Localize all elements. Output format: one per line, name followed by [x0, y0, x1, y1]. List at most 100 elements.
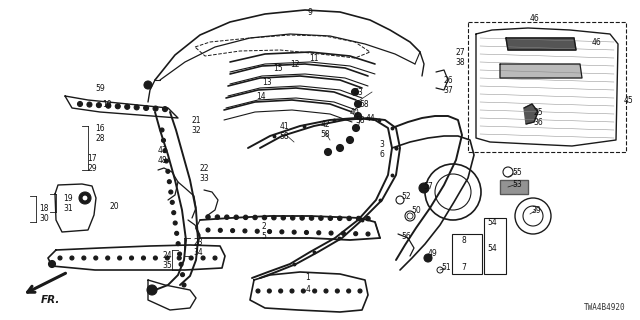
Text: 44: 44: [365, 114, 375, 123]
Text: 33: 33: [199, 173, 209, 182]
Circle shape: [253, 215, 257, 220]
Circle shape: [424, 254, 432, 262]
Text: 15: 15: [273, 63, 283, 73]
Circle shape: [351, 89, 358, 95]
Circle shape: [147, 285, 157, 295]
Circle shape: [366, 216, 370, 221]
Circle shape: [347, 289, 351, 293]
Circle shape: [225, 215, 229, 220]
Text: 58: 58: [279, 132, 289, 140]
Circle shape: [58, 256, 62, 260]
Circle shape: [337, 216, 342, 220]
Text: 28: 28: [95, 133, 105, 142]
Text: 5: 5: [262, 231, 266, 241]
Text: 39: 39: [531, 205, 541, 214]
Text: 43: 43: [353, 87, 363, 97]
Text: 10: 10: [102, 100, 112, 108]
Circle shape: [179, 262, 183, 266]
Text: 56: 56: [401, 231, 411, 241]
Text: 29: 29: [87, 164, 97, 172]
Circle shape: [256, 289, 260, 293]
Circle shape: [346, 137, 353, 143]
Circle shape: [335, 289, 339, 293]
Text: 12: 12: [291, 60, 300, 68]
Circle shape: [165, 256, 170, 260]
Text: 27: 27: [455, 47, 465, 57]
Circle shape: [255, 229, 259, 233]
Text: 4: 4: [305, 285, 310, 294]
Circle shape: [106, 103, 111, 108]
Circle shape: [166, 169, 170, 173]
Circle shape: [173, 221, 177, 225]
Circle shape: [201, 256, 205, 260]
Polygon shape: [524, 104, 538, 124]
Circle shape: [170, 200, 174, 204]
Text: 51: 51: [441, 263, 451, 273]
Text: 34: 34: [193, 247, 203, 257]
Circle shape: [305, 230, 308, 235]
Circle shape: [164, 159, 168, 163]
Circle shape: [79, 192, 91, 204]
Circle shape: [94, 256, 98, 260]
Text: 52: 52: [401, 191, 411, 201]
Text: 57: 57: [423, 181, 433, 190]
Text: 7: 7: [461, 263, 467, 273]
Circle shape: [337, 145, 344, 151]
Circle shape: [125, 104, 130, 109]
Text: 36: 36: [533, 117, 543, 126]
Circle shape: [262, 215, 267, 220]
Circle shape: [243, 215, 248, 220]
Bar: [468, 22, 626, 152]
Circle shape: [354, 232, 358, 236]
Circle shape: [154, 256, 157, 260]
Text: 41: 41: [279, 122, 289, 131]
Circle shape: [268, 229, 271, 234]
Circle shape: [324, 289, 328, 293]
Text: 48: 48: [157, 156, 167, 164]
Circle shape: [118, 256, 122, 260]
Circle shape: [70, 256, 74, 260]
Circle shape: [268, 289, 271, 293]
Circle shape: [163, 149, 167, 153]
Text: 9: 9: [308, 7, 312, 17]
Text: 49: 49: [427, 250, 437, 259]
Text: 54: 54: [487, 218, 497, 227]
Text: 42: 42: [320, 119, 330, 129]
Text: 37: 37: [443, 85, 453, 94]
Text: 22: 22: [199, 164, 209, 172]
Text: 2: 2: [262, 221, 266, 230]
Text: TWA4B4920: TWA4B4920: [584, 303, 625, 312]
Circle shape: [290, 289, 294, 293]
Circle shape: [189, 256, 193, 260]
Circle shape: [161, 138, 166, 142]
Circle shape: [160, 128, 164, 132]
Circle shape: [163, 107, 168, 112]
Circle shape: [175, 231, 179, 235]
Circle shape: [97, 103, 101, 108]
Text: 8: 8: [461, 236, 467, 244]
Text: 46: 46: [530, 13, 540, 22]
Text: 19: 19: [63, 194, 73, 203]
Circle shape: [218, 228, 222, 232]
Text: 40: 40: [349, 108, 359, 116]
Circle shape: [180, 273, 184, 277]
Circle shape: [358, 289, 362, 293]
Polygon shape: [506, 38, 576, 50]
Text: FR.: FR.: [40, 295, 60, 305]
Text: 53: 53: [512, 180, 522, 188]
Circle shape: [281, 216, 285, 220]
Circle shape: [419, 183, 429, 193]
Circle shape: [206, 215, 210, 219]
Text: 25: 25: [533, 108, 543, 116]
Text: 58: 58: [320, 130, 330, 139]
Circle shape: [319, 216, 323, 220]
Circle shape: [129, 256, 134, 260]
Text: 14: 14: [256, 92, 266, 100]
Circle shape: [243, 229, 247, 233]
Circle shape: [82, 256, 86, 260]
Circle shape: [355, 100, 362, 108]
Circle shape: [324, 148, 332, 156]
Circle shape: [356, 216, 361, 221]
Text: 59: 59: [95, 84, 105, 92]
Circle shape: [309, 216, 314, 220]
